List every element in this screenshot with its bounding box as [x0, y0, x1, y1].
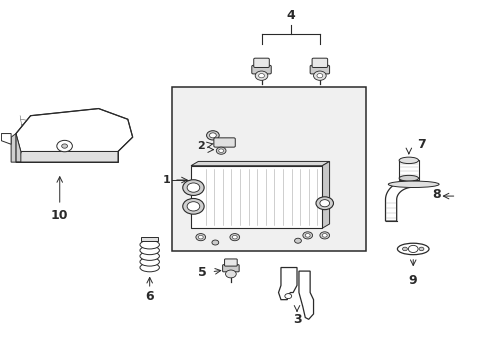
- Polygon shape: [191, 161, 329, 166]
- Circle shape: [322, 234, 326, 237]
- FancyBboxPatch shape: [309, 65, 329, 74]
- Bar: [398, 160, 418, 180]
- FancyBboxPatch shape: [311, 58, 327, 67]
- Circle shape: [407, 246, 417, 252]
- Ellipse shape: [398, 175, 418, 181]
- Circle shape: [183, 180, 203, 195]
- Circle shape: [209, 133, 216, 138]
- Ellipse shape: [140, 246, 159, 255]
- Circle shape: [57, 140, 72, 152]
- Circle shape: [218, 149, 223, 153]
- Circle shape: [319, 200, 329, 207]
- Text: 6: 6: [145, 289, 154, 303]
- Circle shape: [229, 234, 239, 241]
- Circle shape: [319, 232, 329, 239]
- Ellipse shape: [140, 257, 159, 266]
- Polygon shape: [385, 179, 413, 221]
- Text: 2: 2: [197, 141, 204, 151]
- Circle shape: [61, 144, 67, 148]
- Polygon shape: [16, 152, 118, 162]
- Ellipse shape: [140, 263, 159, 272]
- Text: 7: 7: [417, 138, 426, 151]
- Circle shape: [285, 294, 291, 298]
- Bar: [141, 237, 158, 241]
- Polygon shape: [298, 271, 313, 319]
- FancyBboxPatch shape: [224, 259, 237, 266]
- Ellipse shape: [140, 240, 159, 249]
- Polygon shape: [322, 161, 329, 228]
- Circle shape: [316, 73, 322, 78]
- Ellipse shape: [140, 252, 159, 260]
- Text: 3: 3: [292, 313, 301, 326]
- Polygon shape: [11, 134, 21, 162]
- Ellipse shape: [397, 243, 428, 255]
- FancyBboxPatch shape: [222, 265, 239, 272]
- Circle shape: [198, 235, 203, 239]
- Polygon shape: [1, 134, 11, 144]
- Circle shape: [255, 71, 267, 80]
- Circle shape: [196, 234, 205, 241]
- Circle shape: [216, 147, 225, 154]
- Text: 1: 1: [163, 175, 170, 185]
- Circle shape: [225, 270, 236, 278]
- Text: 5: 5: [198, 266, 206, 279]
- Circle shape: [313, 71, 325, 80]
- Circle shape: [402, 247, 407, 251]
- Circle shape: [232, 235, 237, 239]
- Circle shape: [187, 202, 200, 211]
- Text: 8: 8: [431, 188, 440, 201]
- Circle shape: [305, 234, 309, 237]
- Text: 10: 10: [51, 209, 68, 222]
- FancyBboxPatch shape: [213, 138, 235, 147]
- Bar: [171, 87, 366, 251]
- Circle shape: [211, 240, 218, 245]
- Bar: [191, 166, 322, 228]
- Text: 9: 9: [407, 274, 416, 287]
- Circle shape: [206, 131, 219, 140]
- Circle shape: [302, 232, 312, 239]
- Ellipse shape: [398, 157, 418, 163]
- Circle shape: [258, 73, 264, 78]
- Circle shape: [187, 183, 200, 192]
- FancyBboxPatch shape: [253, 58, 269, 67]
- Circle shape: [294, 238, 301, 243]
- Circle shape: [183, 198, 203, 214]
- Polygon shape: [278, 267, 296, 300]
- Circle shape: [315, 197, 333, 210]
- Ellipse shape: [387, 181, 438, 188]
- Text: 4: 4: [286, 9, 294, 22]
- FancyBboxPatch shape: [251, 65, 271, 74]
- Circle shape: [418, 247, 423, 251]
- Polygon shape: [16, 109, 132, 152]
